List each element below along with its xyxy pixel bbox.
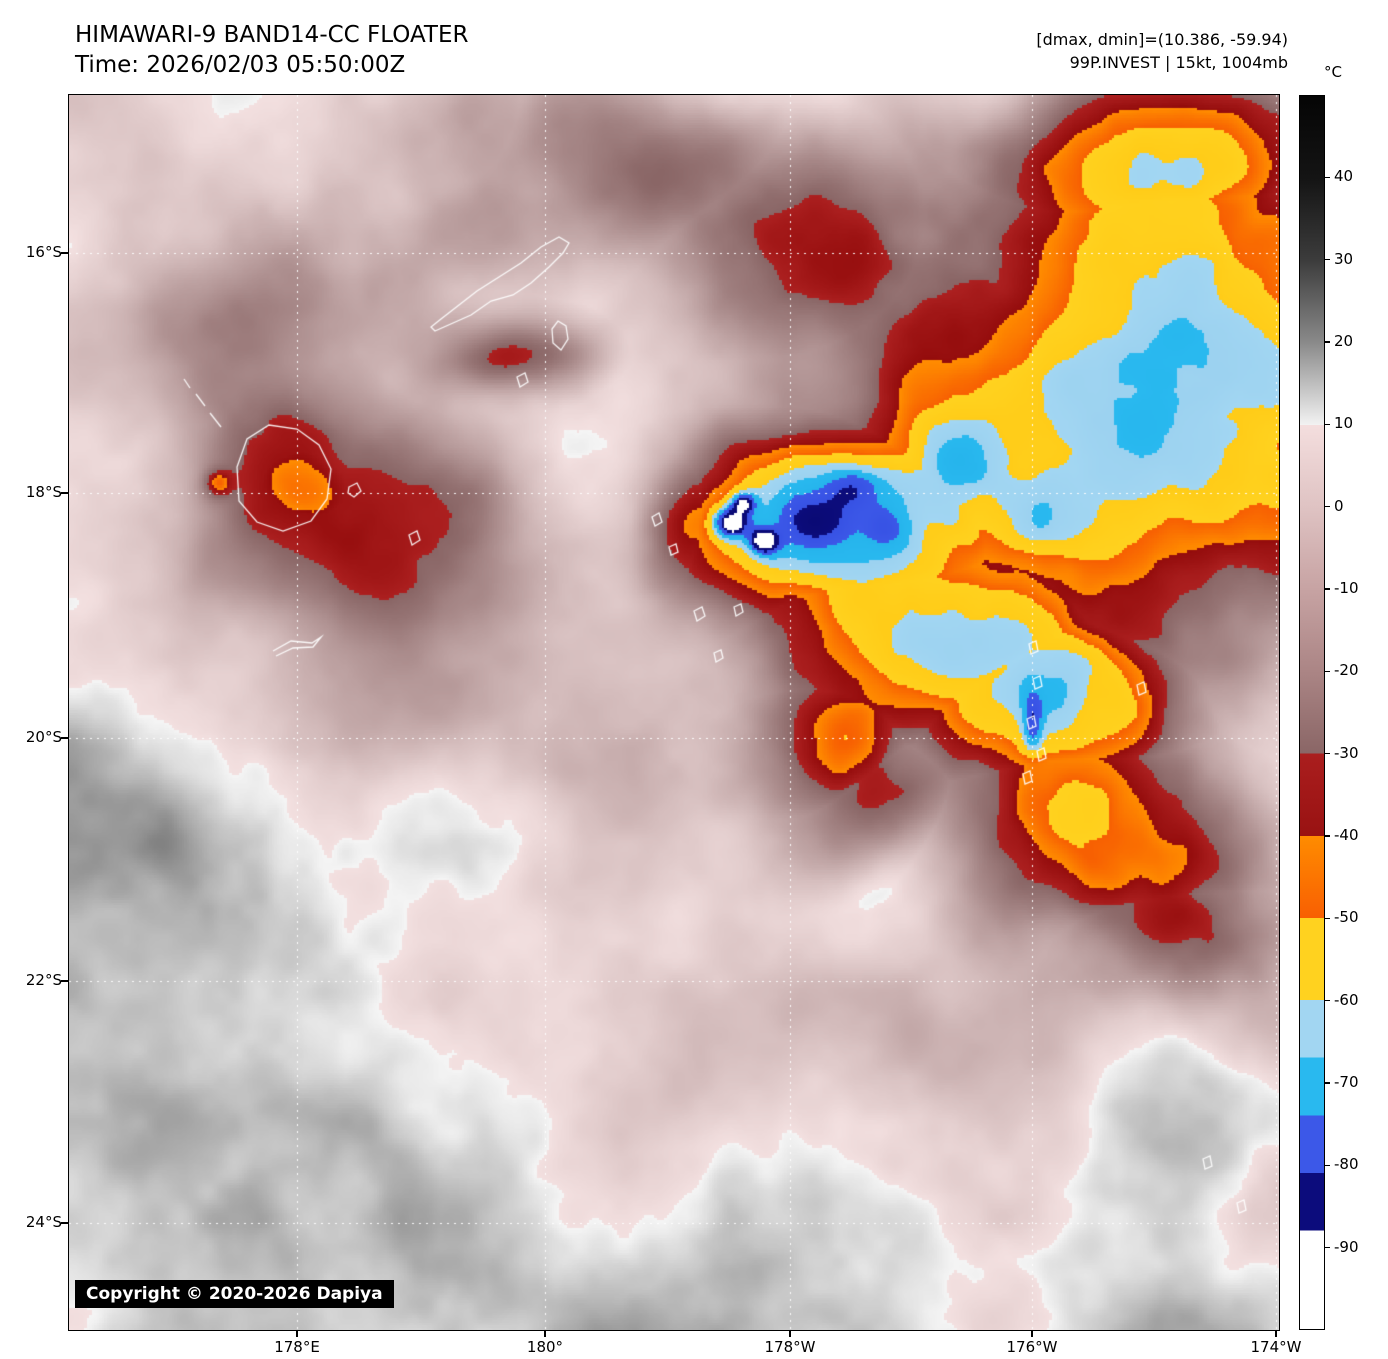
longitude-tick-mark: [296, 1331, 298, 1337]
latitude-tick-mark: [61, 492, 68, 494]
colorbar-tick-label: -40: [1334, 826, 1359, 844]
colorbar-tick-mark: [1325, 917, 1330, 920]
colorbar-tick-label: -80: [1334, 1155, 1359, 1174]
colorbar-tick-label: -10: [1334, 579, 1359, 597]
storm-info-annotation: 99P.INVEST | 15kt, 1004mb: [1069, 53, 1288, 72]
longitude-tick-mark: [544, 1331, 546, 1337]
latitude-tick-label: 22°S: [25, 971, 62, 989]
colorbar-tick-mark: [1325, 1164, 1330, 1167]
colorbar-tick-label: 30: [1334, 249, 1354, 268]
figure-time-subtitle: Time: 2026/02/03 05:50:00Z: [75, 52, 406, 78]
colorbar-tick-mark: [1325, 752, 1330, 755]
longitude-tick-mark: [789, 1331, 791, 1337]
colorbar-tick-label: 10: [1334, 414, 1354, 433]
colorbar-tick-mark: [1325, 1082, 1330, 1084]
colorbar-tick-mark: [1325, 176, 1330, 179]
map-plot-area: Copyright © 2020-2026 Dapiya: [68, 94, 1280, 1331]
longitude-tick-label: 178°E: [274, 1338, 320, 1356]
longitude-tick-label: 176°W: [1006, 1338, 1058, 1356]
colorbar-tick-label: -90: [1334, 1237, 1359, 1256]
copyright-badge: Copyright © 2020-2026 Dapiya: [75, 1280, 394, 1308]
colorbar-tick-mark: [1325, 588, 1330, 590]
longitude-tick-label: 174°W: [1250, 1338, 1302, 1356]
colorbar-tick-mark: [1325, 999, 1330, 1002]
colorbar-tick-label: 20: [1334, 332, 1354, 350]
colorbar-tick-label: -50: [1334, 908, 1359, 927]
longitude-tick-label: 180°: [526, 1338, 564, 1356]
latitude-tick-mark: [61, 737, 68, 739]
figure-title: HIMAWARI-9 BAND14-CC FLOATER: [75, 22, 469, 48]
colorbar-tick-mark: [1325, 423, 1330, 426]
colorbar-tick-mark: [1325, 258, 1330, 261]
colorbar-tick-mark: [1325, 341, 1330, 343]
colorbar-unit-label: °C: [1324, 63, 1342, 81]
latitude-tick-mark: [61, 980, 68, 982]
latitude-tick-mark: [61, 252, 68, 254]
latitude-tick-label: 24°S: [25, 1213, 62, 1231]
dmax-dmin-annotation: [dmax, dmin]=(10.386, -59.94): [1036, 30, 1288, 49]
longitude-tick-label: 178°W: [764, 1338, 816, 1356]
colorbar: [1299, 95, 1325, 1330]
colorbar-tick-mark: [1325, 1246, 1330, 1249]
colorbar-tick-label: 0: [1334, 496, 1344, 515]
colorbar-tick-label: 40: [1334, 167, 1354, 186]
latitude-tick-label: 18°S: [25, 483, 62, 501]
colorbar-tick-mark: [1325, 505, 1330, 508]
satellite-ir-canvas: [69, 95, 1279, 1330]
colorbar-tick-label: -30: [1334, 743, 1359, 762]
latitude-tick-mark: [61, 1222, 68, 1224]
colorbar-tick-label: -60: [1334, 990, 1359, 1009]
latitude-tick-label: 16°S: [25, 243, 62, 261]
colorbar-tick-label: -20: [1334, 661, 1359, 680]
colorbar-tick-label: -70: [1334, 1073, 1359, 1091]
colorbar-tick-mark: [1325, 835, 1330, 837]
longitude-tick-mark: [1031, 1331, 1033, 1337]
colorbar-tick-mark: [1325, 670, 1330, 673]
latitude-tick-label: 20°S: [25, 728, 62, 746]
longitude-tick-mark: [1275, 1331, 1277, 1337]
